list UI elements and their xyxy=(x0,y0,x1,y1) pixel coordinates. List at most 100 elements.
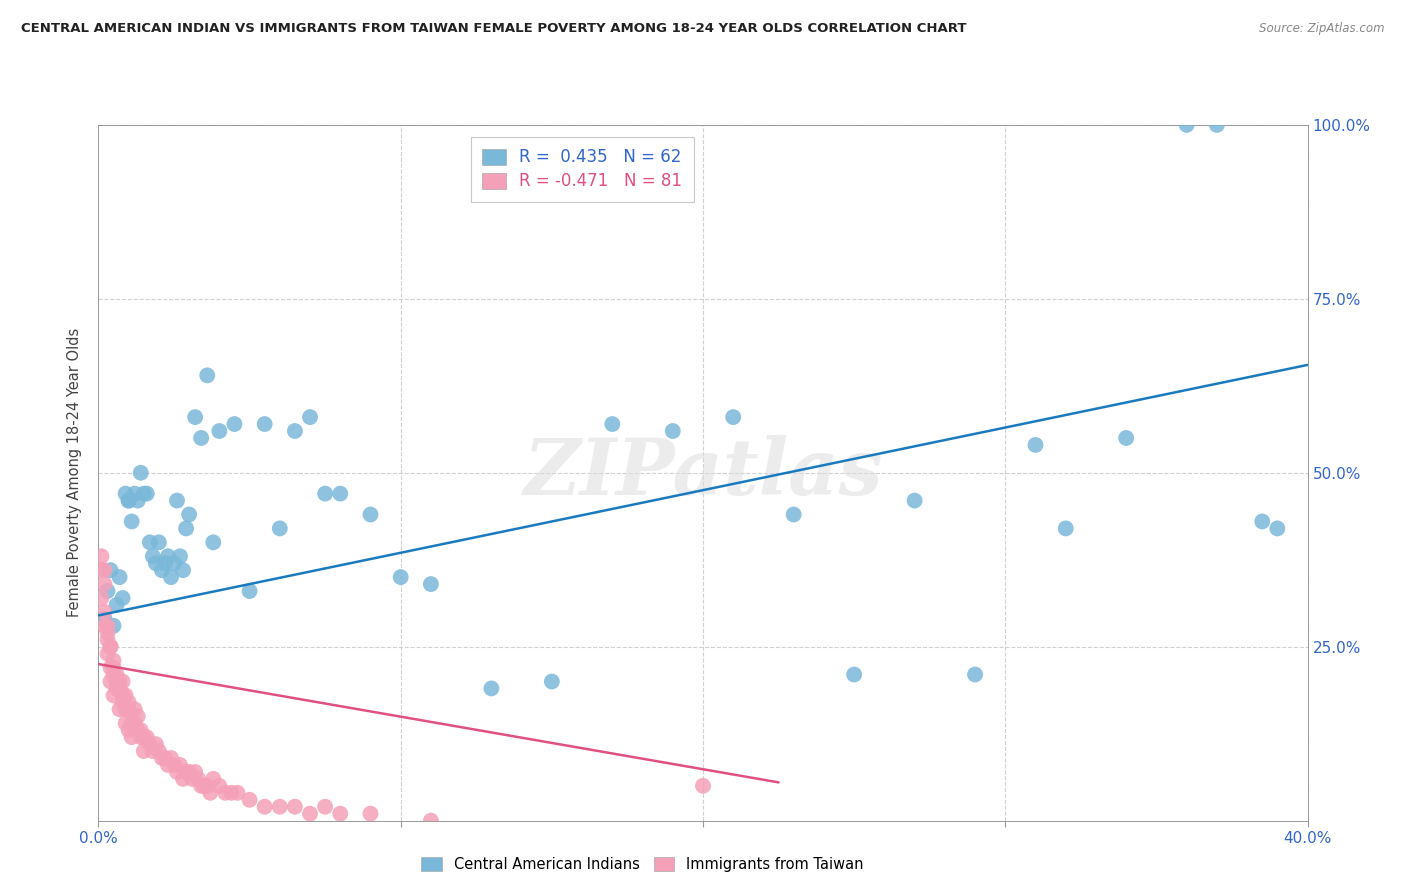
Point xyxy=(190,779,212,793)
Point xyxy=(100,660,122,674)
Point xyxy=(145,556,167,570)
Point xyxy=(181,772,204,786)
Point xyxy=(93,605,115,619)
Point xyxy=(142,549,165,564)
Point xyxy=(239,584,262,599)
Point xyxy=(90,591,112,605)
Point xyxy=(166,493,188,508)
Point xyxy=(90,549,112,564)
Point xyxy=(174,764,197,779)
Point xyxy=(93,619,115,633)
Point xyxy=(108,681,131,696)
Point xyxy=(108,674,131,689)
Point xyxy=(253,417,276,431)
Point xyxy=(299,806,322,821)
Point xyxy=(965,667,987,681)
Point xyxy=(160,570,183,584)
Point xyxy=(179,764,201,779)
Point xyxy=(139,737,162,751)
Point xyxy=(103,667,125,681)
Point xyxy=(96,647,118,661)
Point xyxy=(329,486,352,500)
Point xyxy=(129,730,152,744)
Point xyxy=(184,764,207,779)
Point xyxy=(127,493,149,508)
Point xyxy=(114,486,136,500)
Point xyxy=(662,424,685,438)
Point xyxy=(132,730,155,744)
Point xyxy=(172,563,194,577)
Point xyxy=(169,758,191,772)
Point xyxy=(195,779,218,793)
Point xyxy=(96,625,118,640)
Point xyxy=(540,674,562,689)
Point xyxy=(105,667,128,681)
Point xyxy=(420,814,443,828)
Point xyxy=(420,577,443,591)
Point xyxy=(190,431,212,445)
Point xyxy=(135,730,157,744)
Point xyxy=(284,424,307,438)
Point xyxy=(360,508,382,522)
Point xyxy=(1206,118,1229,132)
Point xyxy=(148,535,170,549)
Point xyxy=(153,751,176,765)
Point xyxy=(108,570,131,584)
Point xyxy=(481,681,503,696)
Point xyxy=(200,786,222,800)
Point xyxy=(108,702,131,716)
Point xyxy=(103,654,125,668)
Point xyxy=(114,689,136,703)
Legend: Central American Indians, Immigrants from Taiwan: Central American Indians, Immigrants fro… xyxy=(415,850,870,880)
Point xyxy=(202,772,225,786)
Point xyxy=(299,410,322,425)
Point xyxy=(93,577,115,591)
Point xyxy=(239,793,262,807)
Text: CENTRAL AMERICAN INDIAN VS IMMIGRANTS FROM TAIWAN FEMALE POVERTY AMONG 18-24 YEA: CENTRAL AMERICAN INDIAN VS IMMIGRANTS FR… xyxy=(21,22,966,36)
Point xyxy=(389,570,412,584)
Point xyxy=(90,563,112,577)
Point xyxy=(127,709,149,723)
Point xyxy=(226,786,249,800)
Point xyxy=(103,619,125,633)
Point xyxy=(269,799,291,814)
Point xyxy=(150,751,173,765)
Point xyxy=(148,744,170,758)
Y-axis label: Female Poverty Among 18-24 Year Olds: Female Poverty Among 18-24 Year Olds xyxy=(67,328,83,617)
Point xyxy=(1054,521,1077,535)
Point xyxy=(163,758,186,772)
Point xyxy=(156,758,179,772)
Point xyxy=(692,779,714,793)
Point xyxy=(118,695,141,709)
Point xyxy=(783,508,806,522)
Point xyxy=(214,786,236,800)
Point xyxy=(1267,521,1289,535)
Point xyxy=(93,612,115,626)
Point xyxy=(114,702,136,716)
Point xyxy=(96,632,118,647)
Point xyxy=(124,702,146,716)
Point xyxy=(172,772,194,786)
Point xyxy=(193,779,215,793)
Point xyxy=(1251,515,1274,529)
Point xyxy=(166,764,188,779)
Point xyxy=(118,702,141,716)
Point xyxy=(96,619,118,633)
Point xyxy=(111,591,134,605)
Point xyxy=(156,549,179,564)
Point xyxy=(100,674,122,689)
Text: Source: ZipAtlas.com: Source: ZipAtlas.com xyxy=(1260,22,1385,36)
Point xyxy=(253,799,276,814)
Point xyxy=(174,521,197,535)
Point xyxy=(105,598,128,612)
Point xyxy=(142,744,165,758)
Point xyxy=(111,689,134,703)
Point xyxy=(129,723,152,738)
Point xyxy=(179,508,201,522)
Point xyxy=(360,806,382,821)
Point xyxy=(1115,431,1137,445)
Point xyxy=(103,689,125,703)
Point xyxy=(169,549,191,564)
Point xyxy=(202,535,225,549)
Point xyxy=(114,716,136,731)
